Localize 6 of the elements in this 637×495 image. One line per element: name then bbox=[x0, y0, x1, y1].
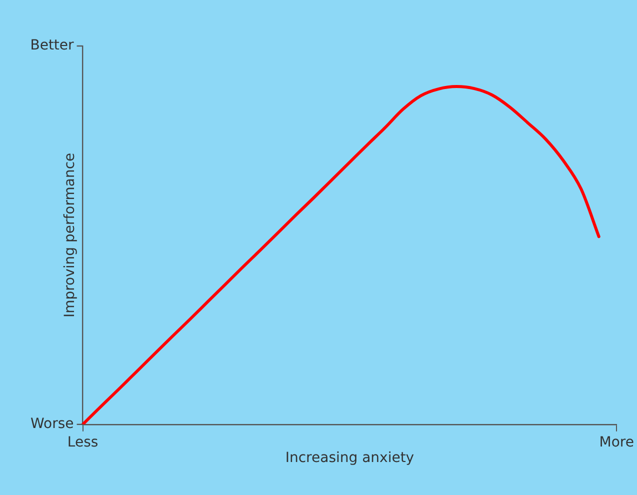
x-axis-title: Increasing anxiety bbox=[285, 450, 414, 466]
y-axis-title: Improving performance bbox=[62, 152, 78, 318]
x-tick-label: More bbox=[599, 434, 634, 450]
text: Worse bbox=[30, 416, 74, 432]
x-tick-label: Less bbox=[67, 434, 98, 450]
text: Better bbox=[30, 38, 74, 54]
